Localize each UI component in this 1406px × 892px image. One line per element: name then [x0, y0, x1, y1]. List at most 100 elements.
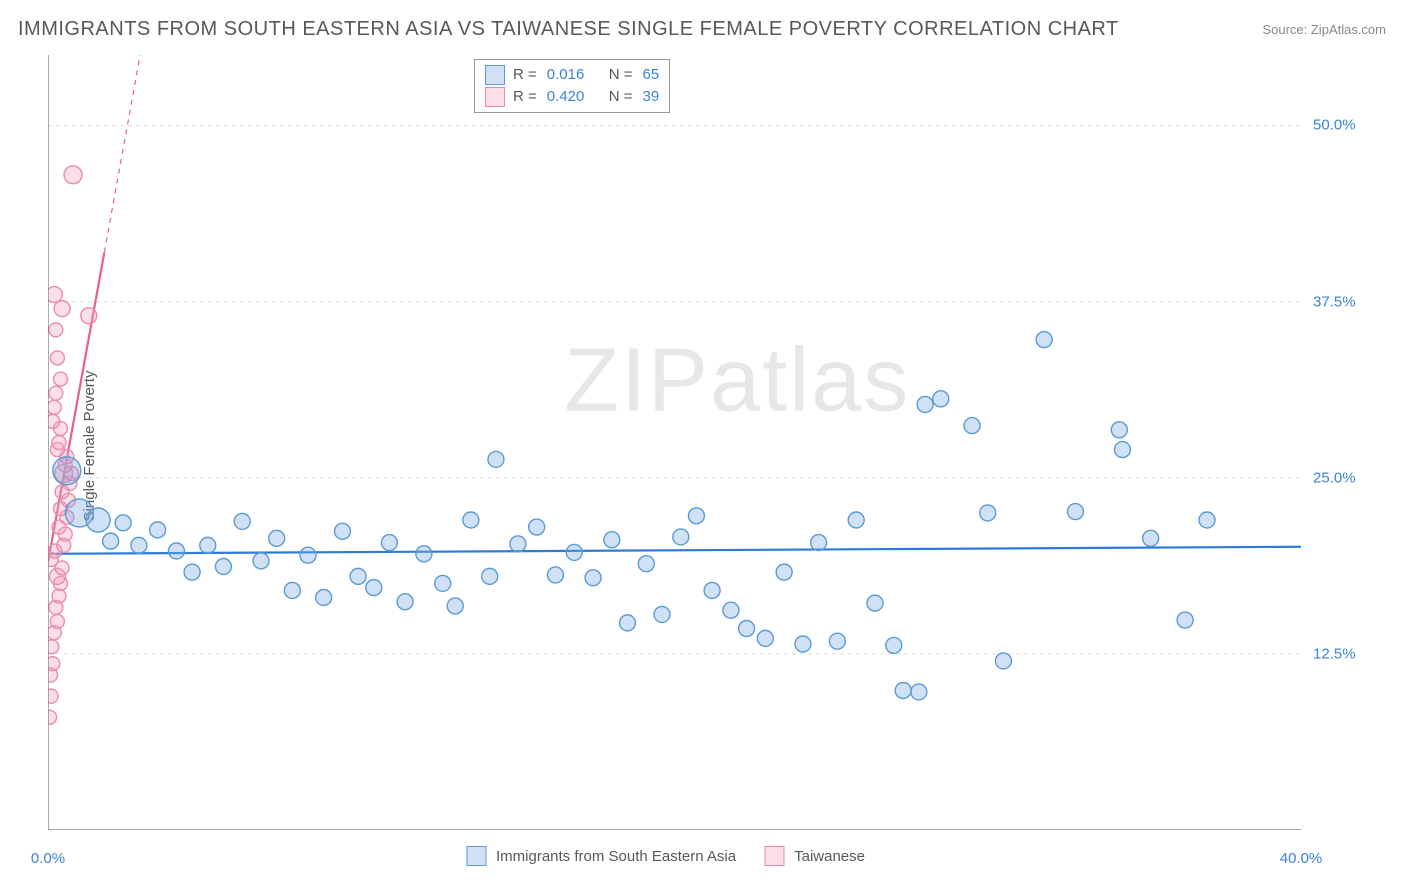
blue-point — [447, 598, 463, 614]
blue-point — [604, 532, 620, 548]
blue-point — [723, 602, 739, 618]
blue-point — [529, 519, 545, 535]
r-value: 0.016 — [547, 64, 601, 86]
legend-swatch-icon — [485, 65, 505, 85]
r-value: 0.420 — [547, 86, 601, 108]
blue-point — [1114, 442, 1130, 458]
blue-point — [103, 533, 119, 549]
legend-series-label: Taiwanese — [794, 848, 865, 865]
blue-point — [115, 515, 131, 531]
pink-point — [50, 614, 64, 628]
pink-point — [81, 308, 97, 324]
blue-point — [53, 457, 81, 485]
blue-point — [995, 653, 1011, 669]
blue-point — [848, 512, 864, 528]
n-value: 39 — [643, 86, 660, 108]
blue-point — [381, 535, 397, 551]
pink-point — [49, 323, 63, 337]
blue-point — [757, 630, 773, 646]
blue-point — [416, 546, 432, 562]
blue-point — [397, 594, 413, 610]
blue-point — [300, 547, 316, 563]
blue-point — [795, 636, 811, 652]
blue-point — [886, 637, 902, 653]
legend-swatch-icon — [764, 846, 784, 866]
blue-point — [688, 508, 704, 524]
y-tick-label: 37.5% — [1313, 293, 1356, 310]
pink-point — [49, 386, 63, 400]
blue-point — [150, 522, 166, 538]
blue-point — [168, 543, 184, 559]
y-tick-label: 50.0% — [1313, 117, 1356, 134]
x-tick-label: 40.0% — [1280, 850, 1323, 867]
blue-point — [488, 451, 504, 467]
blue-point — [739, 621, 755, 637]
blue-point — [234, 513, 250, 529]
blue-point — [184, 564, 200, 580]
blue-point — [547, 567, 563, 583]
pink-point — [50, 351, 64, 365]
blue-point — [463, 512, 479, 528]
blue-point — [911, 684, 927, 700]
pink-point — [54, 372, 68, 386]
source-value: ZipAtlas.com — [1311, 22, 1386, 37]
blue-point — [334, 523, 350, 539]
r-label: R = — [513, 64, 537, 86]
blue-point — [776, 564, 792, 580]
source-attribution: Source: ZipAtlas.com — [1262, 22, 1386, 37]
stats-legend-row: R = 0.016 N = 65 — [485, 64, 659, 86]
blue-point — [917, 396, 933, 412]
n-label: N = — [609, 64, 633, 86]
blue-point — [638, 556, 654, 572]
pink-point — [48, 287, 62, 303]
pink-point — [48, 710, 57, 724]
pink-point — [48, 400, 61, 414]
blue-point — [350, 568, 366, 584]
blue-point — [366, 580, 382, 596]
blue-point — [980, 505, 996, 521]
legend-swatch-icon — [466, 846, 486, 866]
n-value: 65 — [643, 64, 660, 86]
blue-point — [1143, 530, 1159, 546]
blue-point — [964, 418, 980, 434]
blue-point — [510, 536, 526, 552]
pink-point — [64, 166, 82, 184]
x-tick-label: 0.0% — [31, 850, 65, 867]
blue-point — [704, 582, 720, 598]
pink-point — [54, 301, 70, 317]
blue-point — [131, 537, 147, 553]
pink-point — [48, 640, 59, 654]
blue-point — [1199, 512, 1215, 528]
blue-point — [284, 582, 300, 598]
y-tick-label: 12.5% — [1313, 645, 1356, 662]
blue-point — [86, 508, 110, 532]
legend-swatch-icon — [485, 87, 505, 107]
pink-point — [48, 657, 60, 671]
blue-point — [895, 683, 911, 699]
blue-point — [482, 568, 498, 584]
chart-container: IMMIGRANTS FROM SOUTH EASTERN ASIA VS TA… — [0, 0, 1406, 892]
n-label: N = — [609, 86, 633, 108]
blue-point — [253, 553, 269, 569]
pink-point — [48, 689, 58, 703]
stats-legend: R = 0.016 N = 65 R = 0.420 N = 39 — [474, 59, 670, 113]
blue-point — [620, 615, 636, 631]
pink-point — [48, 414, 60, 428]
blue-point — [200, 537, 216, 553]
source-label: Source: — [1262, 22, 1310, 37]
blue-point — [1036, 332, 1052, 348]
blue-point — [316, 590, 332, 606]
blue-point — [867, 595, 883, 611]
r-label: R = — [513, 86, 537, 108]
pink-point — [52, 436, 66, 450]
blue-point — [829, 633, 845, 649]
y-tick-label: 25.0% — [1313, 469, 1356, 486]
series-legend: Immigrants from South Eastern AsiaTaiwan… — [466, 846, 883, 866]
stats-legend-row: R = 0.420 N = 39 — [485, 86, 659, 108]
chart-title: IMMIGRANTS FROM SOUTH EASTERN ASIA VS TA… — [18, 18, 1119, 41]
scatter-plot — [48, 55, 1301, 830]
blue-point — [654, 606, 670, 622]
blue-point — [269, 530, 285, 546]
blue-point — [585, 570, 601, 586]
blue-point — [435, 575, 451, 591]
